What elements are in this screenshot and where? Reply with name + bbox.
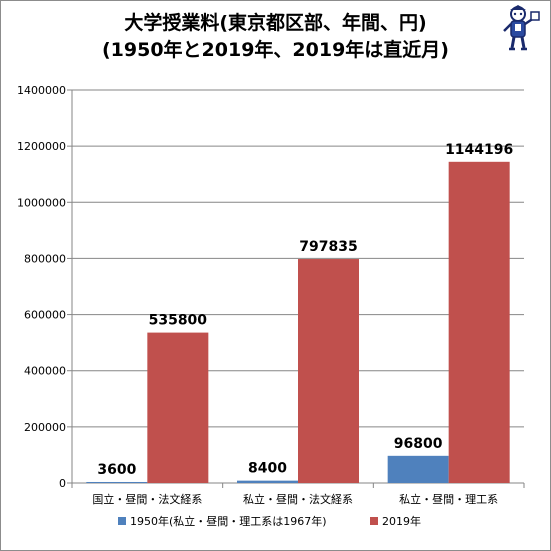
y-tick-label: 200000 [24, 421, 66, 434]
bar-2019 [448, 161, 510, 483]
data-label: 8400 [248, 461, 287, 477]
bar-1950 [387, 455, 449, 483]
x-category-label: 国立・昼間・法文経系 [92, 492, 202, 506]
data-label: 96800 [394, 436, 443, 452]
chart-title: 大学授業料(東京都区部、年間、円) (1950年と2019年、2019年は直近月… [0, 10, 551, 64]
y-tick-label: 600000 [24, 309, 66, 322]
legend-label: 2019年 [382, 514, 421, 528]
legend-label: 1950年(私立・昼間・理工系は1967年) [130, 514, 327, 528]
legend-swatch [370, 517, 378, 525]
data-label: 535800 [149, 313, 208, 329]
title-line-1: 大学授業料(東京都区部、年間、円) [124, 12, 427, 34]
bar-2019 [298, 259, 359, 483]
title-line-2: (1950年と2019年、2019年は直近月) [101, 39, 449, 61]
y-tick-label: 800000 [24, 252, 66, 265]
x-category-label: 私立・昼間・理工系 [399, 492, 498, 506]
bar-1950 [237, 480, 298, 483]
data-label: 1144196 [445, 142, 513, 158]
legend-swatch [118, 517, 126, 525]
y-tick-label: 0 [59, 477, 66, 490]
bar-1950 [86, 481, 148, 483]
y-tick-label: 1200000 [17, 140, 66, 153]
y-tick-label: 1000000 [17, 196, 66, 209]
data-label: 797835 [299, 239, 357, 255]
x-category-label: 私立・昼間・法文経系 [243, 492, 353, 506]
y-tick-label: 1400000 [17, 84, 66, 97]
y-tick-label: 400000 [24, 365, 66, 378]
data-label: 3600 [97, 462, 136, 478]
mascot-logo-icon [503, 5, 540, 51]
bar-2019 [147, 332, 209, 483]
